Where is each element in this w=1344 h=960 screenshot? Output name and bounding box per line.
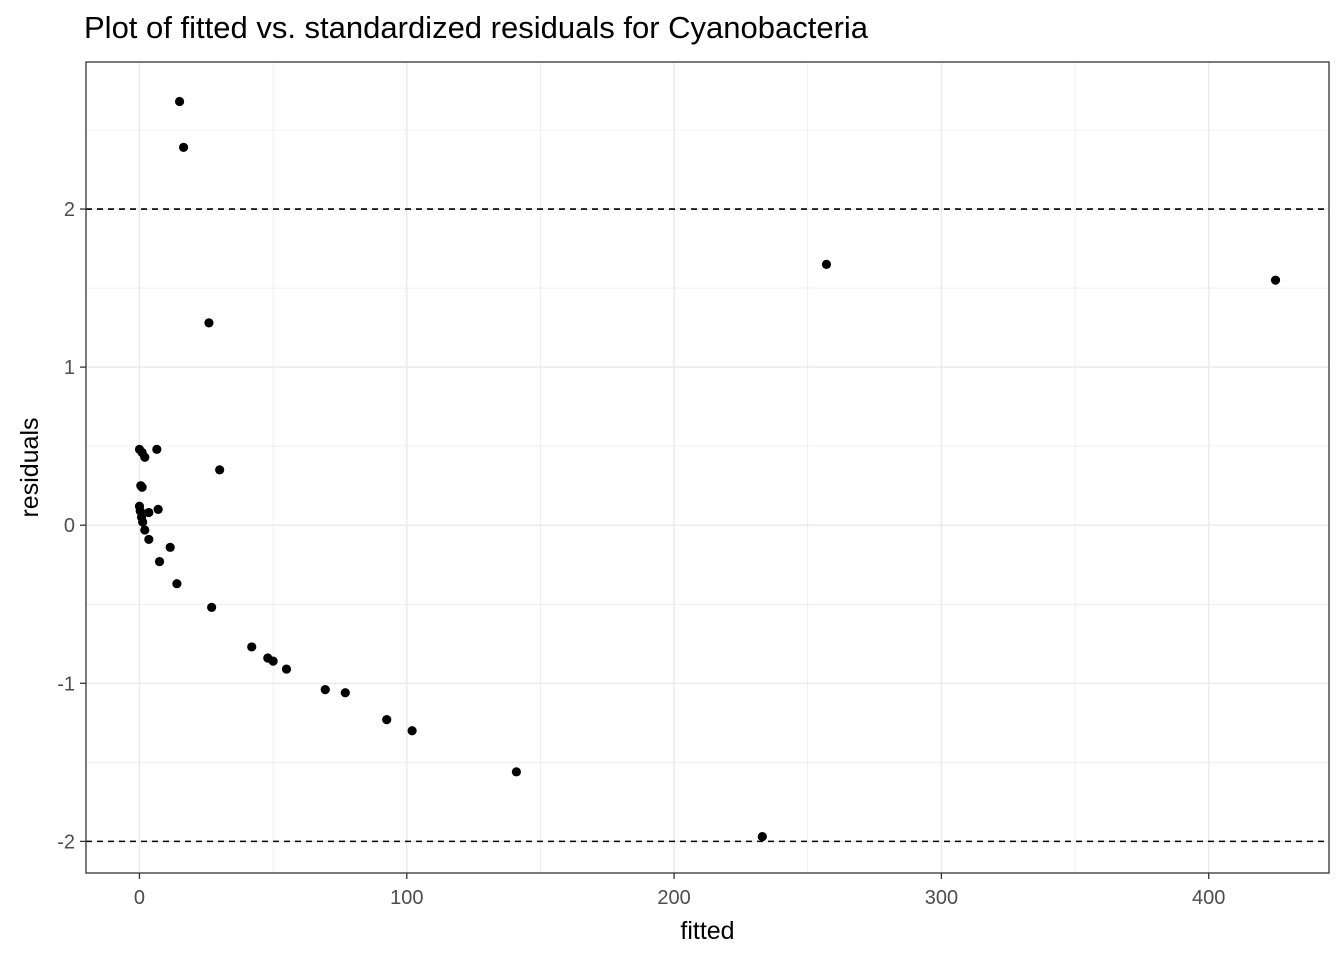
- data-point: [172, 579, 182, 589]
- y-tick-label: -2: [57, 831, 75, 853]
- data-point: [140, 525, 150, 535]
- data-point: [144, 507, 154, 518]
- data-points: [134, 96, 1281, 842]
- x-tick-label: 0: [134, 887, 145, 909]
- data-point: [821, 259, 832, 269]
- y-tick-label: 2: [64, 199, 75, 221]
- data-point: [152, 444, 162, 454]
- data-point: [268, 656, 278, 666]
- x-tick-label: 100: [390, 887, 423, 909]
- data-point: [165, 542, 175, 552]
- data-point: [204, 318, 214, 328]
- data-point: [340, 688, 350, 698]
- data-point: [178, 142, 189, 152]
- data-point: [382, 715, 392, 725]
- x-tick-label: 400: [1192, 887, 1225, 909]
- x-axis-title: fitted: [680, 917, 734, 945]
- data-point: [757, 832, 767, 842]
- data-point: [511, 767, 521, 777]
- y-tick-label: -1: [57, 673, 75, 695]
- plot-frame: [85, 61, 1330, 874]
- data-point: [140, 452, 150, 462]
- data-point: [144, 534, 154, 545]
- y-tick-label: 1: [64, 357, 75, 379]
- data-point: [174, 96, 185, 107]
- data-point: [1270, 275, 1281, 285]
- data-point: [320, 685, 330, 695]
- data-point: [281, 664, 292, 674]
- data-point: [154, 556, 165, 567]
- data-point: [207, 602, 217, 613]
- data-point: [407, 726, 417, 736]
- chart-title: Plot of fitted vs. standardized residual…: [84, 10, 869, 45]
- data-point: [215, 465, 225, 475]
- y-tick-label: 0: [64, 515, 75, 537]
- y-axis-title: residuals: [16, 417, 44, 517]
- x-tick-label: 300: [925, 887, 958, 909]
- reference-lines: [86, 208, 1329, 843]
- data-point: [137, 482, 147, 492]
- axis-ticks: 0 100 200 300 400 -2 -1 0 1 2: [57, 199, 1225, 909]
- x-tick-label: 200: [657, 887, 690, 909]
- grid: [86, 62, 1329, 873]
- data-point: [153, 504, 163, 514]
- data-point: [138, 517, 148, 527]
- data-point: [247, 642, 257, 652]
